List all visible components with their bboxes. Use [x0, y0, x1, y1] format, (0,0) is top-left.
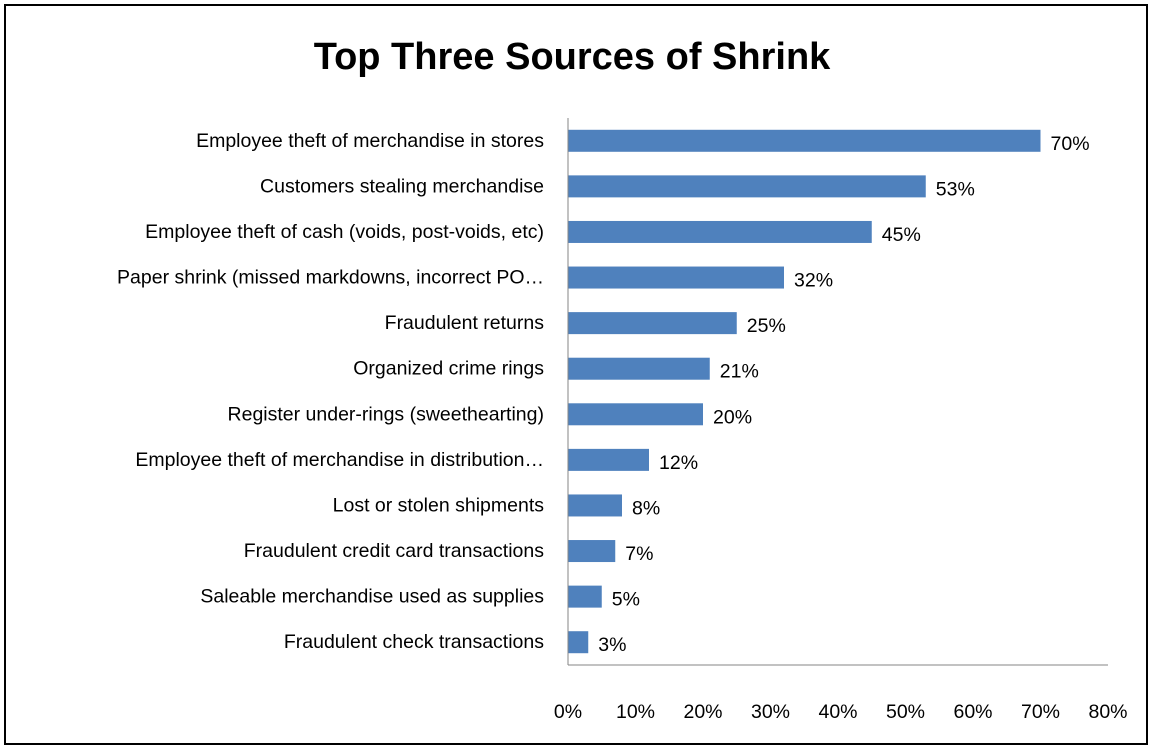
x-tick-label: 40% [818, 701, 857, 723]
value-label: 12% [659, 452, 698, 474]
bar [568, 129, 1041, 152]
axes-group [567, 118, 1108, 666]
value-label: 25% [747, 315, 786, 337]
bar [568, 631, 589, 654]
x-tick-label: 30% [751, 701, 790, 723]
category-label: Fraudulent returns [385, 312, 545, 334]
bar [568, 585, 602, 608]
category-label: Fraudulent check transactions [284, 631, 544, 653]
x-tick-label: 60% [953, 701, 992, 723]
bar [568, 540, 616, 563]
category-label: Fraudulent credit card transactions [244, 540, 544, 562]
value-label: 7% [625, 543, 653, 565]
category-label: Lost or stolen shipments [333, 494, 545, 516]
x-tick-label: 50% [886, 701, 925, 723]
labels-group: Employee theft of merchandise in stores 7… [117, 130, 1127, 723]
category-label: Employee theft of merchandise in stores [196, 130, 544, 152]
x-tick-label: 80% [1088, 701, 1127, 723]
category-label: Organized crime rings [353, 358, 544, 380]
value-label: 70% [1051, 133, 1090, 155]
x-tick-label: 10% [616, 701, 655, 723]
value-label: 45% [882, 224, 921, 246]
value-label: 20% [713, 406, 752, 428]
category-label: Employee theft of merchandise in distrib… [135, 449, 544, 471]
x-tick-label: 20% [683, 701, 722, 723]
value-label: 5% [612, 589, 640, 611]
value-label: 3% [598, 634, 626, 656]
value-label: 53% [936, 178, 975, 200]
bars-group [568, 129, 1041, 654]
bar [568, 448, 649, 471]
category-label: Customers stealing merchandise [260, 175, 544, 197]
bar [568, 312, 737, 335]
x-tick-label: 70% [1021, 701, 1060, 723]
bar [568, 220, 872, 243]
bar [568, 494, 622, 517]
x-tick-label: 0% [554, 701, 582, 723]
bar [568, 266, 784, 289]
category-label: Saleable merchandise used as supplies [200, 586, 544, 608]
value-label: 8% [632, 497, 660, 519]
bar [568, 403, 703, 426]
value-label: 32% [794, 270, 833, 292]
category-label: Register under-rings (sweethearting) [228, 403, 544, 425]
bar [568, 175, 926, 198]
value-label: 21% [720, 361, 759, 383]
category-label: Paper shrink (missed markdowns, incorrec… [117, 267, 544, 289]
chart-title: Top Three Sources of Shrink [313, 36, 831, 78]
category-label: Employee theft of cash (voids, post-void… [145, 221, 544, 243]
bar [568, 357, 710, 380]
